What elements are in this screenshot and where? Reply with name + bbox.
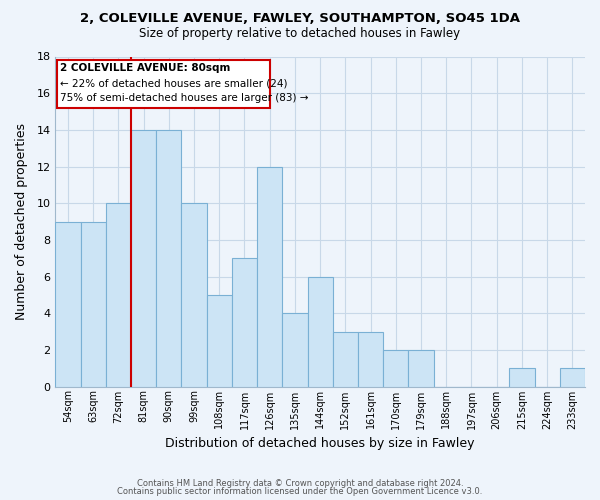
Text: 2 COLEVILLE AVENUE: 80sqm: 2 COLEVILLE AVENUE: 80sqm <box>61 64 231 74</box>
Bar <box>560 368 585 386</box>
Bar <box>131 130 156 386</box>
Bar <box>383 350 409 387</box>
FancyBboxPatch shape <box>56 60 270 108</box>
Bar <box>206 295 232 386</box>
Bar <box>333 332 358 386</box>
Text: 2, COLEVILLE AVENUE, FAWLEY, SOUTHAMPTON, SO45 1DA: 2, COLEVILLE AVENUE, FAWLEY, SOUTHAMPTON… <box>80 12 520 26</box>
Text: Size of property relative to detached houses in Fawley: Size of property relative to detached ho… <box>139 28 461 40</box>
Bar <box>509 368 535 386</box>
Bar <box>156 130 181 386</box>
Bar <box>232 258 257 386</box>
Bar <box>358 332 383 386</box>
Bar <box>80 222 106 386</box>
Text: 75% of semi-detached houses are larger (83) →: 75% of semi-detached houses are larger (… <box>61 93 309 103</box>
Bar <box>308 276 333 386</box>
Bar <box>283 313 308 386</box>
Bar <box>55 222 80 386</box>
Bar <box>409 350 434 387</box>
Bar <box>106 203 131 386</box>
Text: ← 22% of detached houses are smaller (24): ← 22% of detached houses are smaller (24… <box>61 78 288 88</box>
Text: Contains HM Land Registry data © Crown copyright and database right 2024.: Contains HM Land Registry data © Crown c… <box>137 478 463 488</box>
Bar <box>181 203 206 386</box>
Text: Contains public sector information licensed under the Open Government Licence v3: Contains public sector information licen… <box>118 487 482 496</box>
Bar <box>257 166 283 386</box>
X-axis label: Distribution of detached houses by size in Fawley: Distribution of detached houses by size … <box>166 437 475 450</box>
Y-axis label: Number of detached properties: Number of detached properties <box>15 123 28 320</box>
